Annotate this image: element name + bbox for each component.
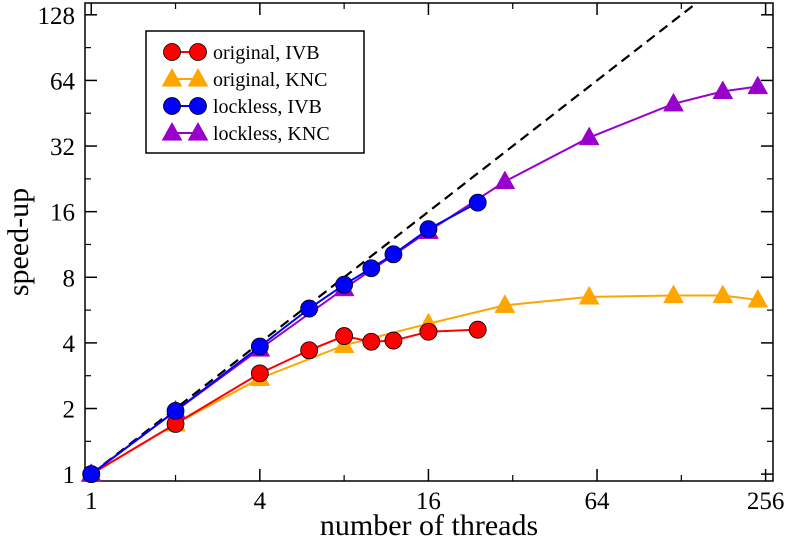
- legend-label: lockless, IVB: [213, 96, 322, 118]
- y-tick-label: 4: [63, 331, 76, 358]
- data-point-original-knc: [747, 288, 769, 308]
- legend-label: lockless, KNC: [213, 123, 330, 145]
- legend-marker: [189, 97, 207, 115]
- y-tick-label: 128: [38, 3, 76, 30]
- data-point-lockless-ivb: [166, 402, 185, 420]
- data-point-lockless-knc: [494, 170, 516, 190]
- x-tick-label: 4: [254, 488, 267, 515]
- data-point-lockless-ivb: [335, 275, 354, 294]
- y-axis-label: speed-up: [2, 188, 35, 296]
- legend-entry-original-ivb: original, IVB: [163, 42, 320, 64]
- legend-entry-lockless-ivb: lockless, IVB: [163, 96, 322, 118]
- plot-area: [80, 2, 769, 484]
- y-tick-label: 8: [63, 265, 76, 292]
- y-tick-label: 16: [50, 200, 75, 227]
- series-line-original-ivb: [90, 328, 478, 475]
- y-tick-label: 64: [50, 68, 76, 95]
- data-point-original-knc: [578, 285, 600, 305]
- legend: original, IVB original, KNC lockless, IVB l…: [145, 30, 365, 154]
- data-point-original-ivb: [419, 322, 438, 341]
- data-point-lockless-ivb: [384, 245, 403, 264]
- y-tick-label: 2: [63, 397, 76, 424]
- legend-marker: [189, 43, 207, 61]
- series-original-ivb: [82, 320, 487, 484]
- data-point-original-ivb: [300, 341, 319, 360]
- data-point-original-ivb: [250, 364, 269, 383]
- legend-entry-original-knc: original, KNC: [161, 67, 327, 91]
- series-line-original-knc: [90, 294, 758, 475]
- data-point-original-knc: [712, 284, 734, 304]
- data-point-lockless-knc: [747, 75, 769, 95]
- legend-marker: [163, 97, 181, 115]
- data-point-original-ivb: [468, 320, 487, 339]
- x-tick-label: 256: [747, 488, 785, 515]
- data-point-original-ivb: [384, 331, 403, 350]
- data-point-lockless-knc: [578, 126, 600, 146]
- data-point-lockless-ivb: [362, 259, 381, 278]
- x-tick-label: 16: [416, 488, 441, 515]
- series-line-lockless-ivb: [90, 201, 479, 475]
- data-point-lockless-knc: [712, 80, 734, 99]
- legend-label: original, IVB: [213, 42, 320, 64]
- x-tick-label: 64: [585, 488, 611, 515]
- data-point-original-knc: [663, 284, 684, 304]
- legend-label: original, KNC: [213, 69, 327, 91]
- y-axis: 1 2 4 8 16 32 64 128: [38, 3, 773, 489]
- legend-marker: [163, 43, 181, 61]
- y-tick-label: 1: [63, 462, 76, 489]
- x-axis-label: number of threads: [320, 509, 538, 542]
- legend-marker: [161, 67, 183, 87]
- data-point-original-knc: [494, 294, 516, 313]
- data-point-lockless-ivb: [468, 193, 487, 212]
- data-point-original-ivb: [362, 332, 381, 351]
- data-point-lockless-ivb: [82, 465, 101, 484]
- y-tick-label: 32: [50, 134, 75, 161]
- data-point-lockless-ivb: [419, 220, 438, 239]
- data-point-lockless-ivb: [250, 337, 269, 356]
- legend-marker: [187, 121, 209, 141]
- legend-marker: [187, 67, 209, 87]
- data-point-lockless-ivb: [300, 299, 319, 318]
- legend-marker: [161, 121, 183, 141]
- legend-entry-lockless-knc: lockless, KNC: [161, 121, 330, 145]
- x-tick-label: 1: [85, 488, 98, 515]
- series-lockless-ivb: [82, 193, 487, 484]
- series-original-knc: [80, 284, 769, 482]
- data-point-lockless-knc: [663, 92, 684, 112]
- x-axis: 1 4 16 64 256: [85, 3, 784, 515]
- data-point-original-ivb: [335, 327, 354, 345]
